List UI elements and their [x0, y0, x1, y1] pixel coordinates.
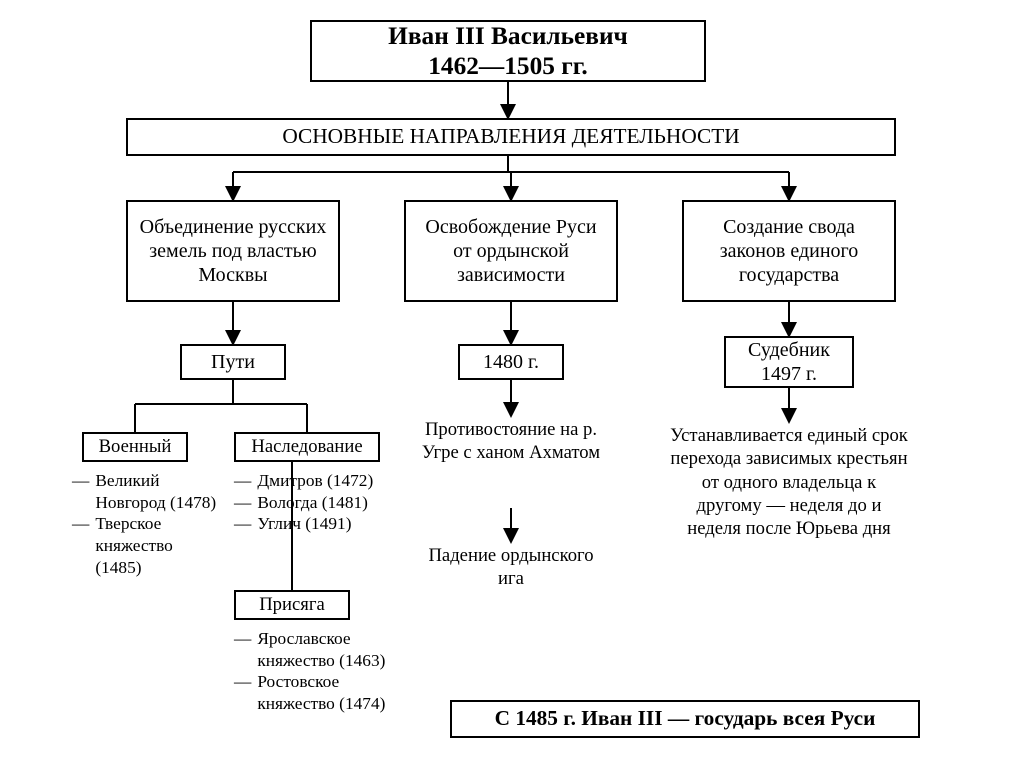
col1-paths-text: Пути	[211, 350, 255, 374]
col3-code-box: Судебник 1497 г.	[724, 336, 854, 388]
title-line2: 1462—1505 гг.	[428, 51, 587, 81]
col1-military-list: —Великий Новгород (1478) —Тверское княже…	[72, 470, 222, 578]
col1-oath-list: —Ярославское княжество (1463) —Ростовско…	[234, 628, 394, 715]
col2-year-box: 1480 г.	[458, 344, 564, 380]
col2-year-text: 1480 г.	[483, 350, 539, 374]
title-line1: Иван III Васильевич	[388, 21, 628, 51]
col3-header-box: Создание свода законов единого государст…	[682, 200, 896, 302]
col1-inherit-box: Наследование	[234, 432, 380, 462]
col1-military-text: Военный	[99, 436, 172, 458]
col2-header-text: Освобождение Руси от ордынской зависимос…	[414, 215, 608, 287]
col1-inherit-text: Наследование	[251, 436, 362, 458]
col1-header-text: Объединение русских земель под властью М…	[136, 215, 330, 287]
col1-military-box: Военный	[82, 432, 188, 462]
title-box: Иван III Васильевич 1462—1505 гг.	[310, 20, 706, 82]
col2-ugra-text: Противостояние на р. Угре с ханом Ахмато…	[418, 418, 604, 465]
col2-header-box: Освобождение Руси от ордынской зависимос…	[404, 200, 618, 302]
footer-text: С 1485 г. Иван III — государь всея Руси	[495, 706, 876, 732]
footer-box: С 1485 г. Иван III — государь всея Руси	[450, 700, 920, 738]
col1-oath-text: Присяга	[259, 594, 325, 616]
col2-fall-text: Падение ордынского ига	[418, 544, 604, 591]
main-directions-text: ОСНОВНЫЕ НАПРАВЛЕНИЯ ДЕЯТЕЛЬНОСТИ	[282, 124, 739, 150]
connectors-svg	[0, 0, 1024, 767]
col1-inherit-list: —Дмитров (1472) —Вологда (1481) —Углич (…	[234, 470, 404, 535]
col3-detail-text: Устанавливается единый срок перехода зав…	[670, 424, 908, 541]
col3-header-text: Создание свода законов единого государст…	[692, 215, 886, 287]
main-directions-box: ОСНОВНЫЕ НАПРАВЛЕНИЯ ДЕЯТЕЛЬНОСТИ	[126, 118, 896, 156]
col1-paths-box: Пути	[180, 344, 286, 380]
col1-header-box: Объединение русских земель под властью М…	[126, 200, 340, 302]
col1-oath-box: Присяга	[234, 590, 350, 620]
